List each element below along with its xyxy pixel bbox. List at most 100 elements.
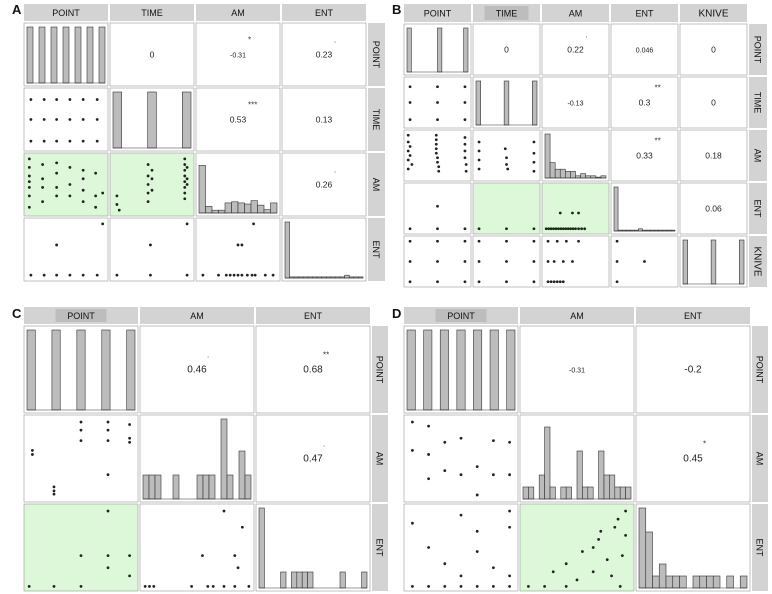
scatter-point [95,98,99,101]
scatter-point [475,529,479,533]
scatter-point [581,550,584,553]
correlation-value: 0 [150,50,155,60]
scatter-point [443,440,447,444]
scatter-point [436,239,439,243]
scatter-point [233,584,237,588]
scatter-point [410,163,414,166]
column-header [680,4,747,22]
scatter-point [564,562,568,566]
histogram-bar [226,474,234,500]
scatter-point [183,180,187,184]
scatter-point [185,177,189,181]
histogram-bar [224,202,232,214]
histogram-bar [682,239,688,285]
scatter-point [79,428,83,432]
histogram-bar [549,162,556,179]
scatter-point [236,243,240,247]
scatter-point [613,525,617,529]
histogram-bar [590,175,597,179]
histogram-bar [475,80,481,126]
scatter-point [437,165,441,169]
scatter-point [492,566,495,570]
column-header-label: KNIVE [698,9,728,20]
panel-d: D POINT AM ENT POINT AM ENT -0.31 -0.2 0.45* [392,306,768,592]
scatter-point [55,139,59,143]
scatter-point [185,222,189,226]
histogram-bar [710,239,717,285]
correlation-value: 0.23 [316,50,333,60]
matrix-cell [403,414,519,503]
scatter-point [436,118,439,121]
column-header-label: POINT [52,8,80,18]
scatter-point [55,98,59,101]
column-header-label: AM [190,311,204,321]
scatter-point [564,239,568,243]
scatter-point [547,227,551,231]
scatter-point [459,513,463,517]
significance-stars: * [703,440,706,449]
scatter-point [615,260,619,263]
scatter-point [406,158,410,162]
scatter-point [554,227,558,231]
scatter-point [564,584,568,588]
scatter-point [148,584,151,588]
histogram-bar [406,329,416,411]
scatter-point [146,163,150,166]
scatter-point [477,260,481,263]
scatter-point [55,185,59,189]
scatter-point [427,584,430,588]
matrix-cell [281,152,367,217]
scatter-point [106,509,110,513]
correlation-value: 0 [711,98,716,108]
scatter-point [183,174,187,178]
scatter-point [577,227,580,231]
matrix-cell [541,23,610,76]
column-header-label: POINT [424,9,452,19]
panel-letter: C [12,306,22,321]
panel-b: B POINT TIME AM ENT KNIVE POINT TIME AM ENT KNIVE 0… [392,2,767,288]
scatter-point [591,570,595,574]
scatter-point [577,239,580,243]
scatter-point [558,280,562,284]
scatter-point [115,273,119,277]
scatter-point [532,169,536,173]
correlation-value: 0.3 [639,98,651,108]
scatter-point [106,428,110,432]
scatter-point [492,439,495,443]
scatter-point [128,574,132,578]
histogram-bar [208,474,216,500]
row-header-label: POINT [375,356,385,384]
row-header [749,24,767,75]
scatter-point [201,554,204,557]
scatter-point [27,157,31,161]
histogram-bar [296,571,303,589]
scatter-point [624,509,627,513]
scatter-point [506,167,510,171]
correlation-value: 0.06 [705,204,722,214]
scatter-point [68,194,72,198]
significance-stars: . [586,31,588,40]
scatter-point [55,243,59,247]
scatter-point [117,208,121,212]
scatter-point [615,239,619,243]
correlation-value: -0.2 [684,365,702,376]
row-header-label: ENT [371,241,381,260]
scatter-point [236,566,240,570]
correlation-value: 0.22 [567,45,584,55]
histogram-bar [638,507,647,589]
scatter-point [106,420,110,424]
scatter-point [224,273,228,277]
histogram-bar [437,27,443,73]
histogram-bar [638,228,643,232]
matrix-cell [610,76,679,129]
scatter-point [436,101,439,104]
matrix-cell [23,217,109,282]
histogram-bar [600,175,607,179]
scatter-point [408,239,412,243]
scatter-point [95,273,99,277]
scatter-point [406,140,410,144]
histogram-bar [26,26,34,84]
scatter-point [408,227,412,231]
scatter-point [81,168,85,172]
scatter-point [577,211,580,215]
